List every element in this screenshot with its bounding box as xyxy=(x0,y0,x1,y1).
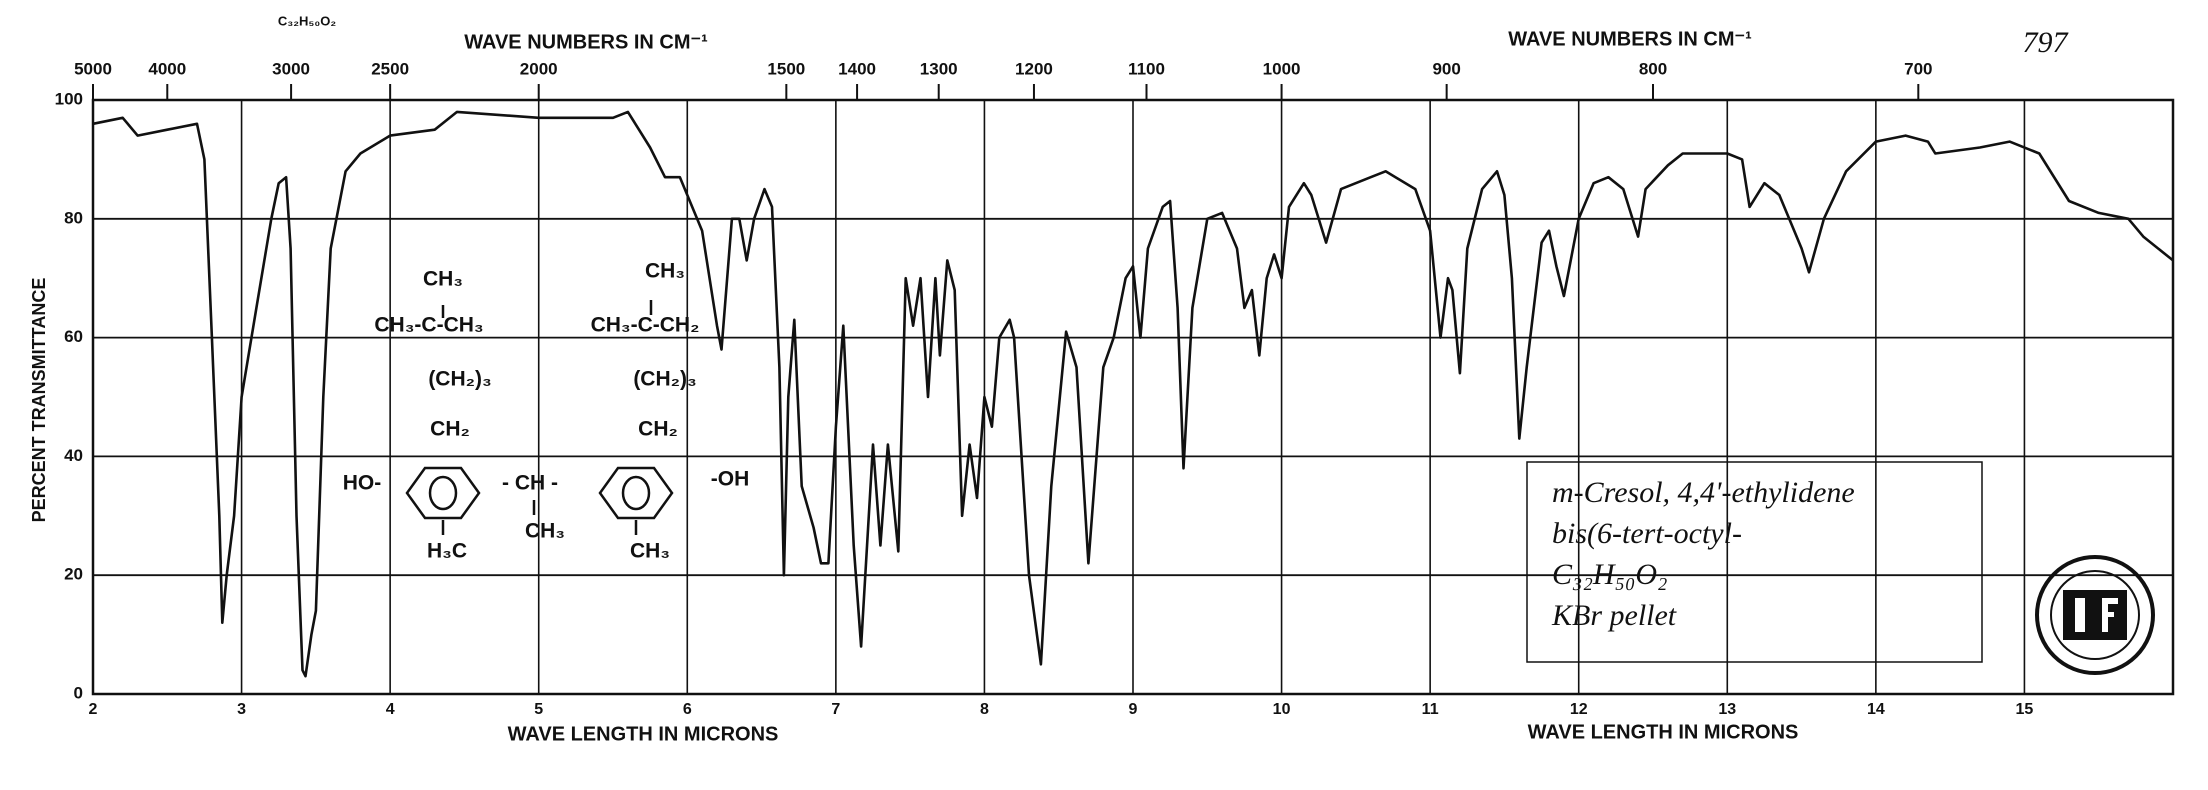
structure-label: CH₃ xyxy=(645,260,685,283)
x-tick-label: 6 xyxy=(683,701,692,718)
y-tick-label: 100 xyxy=(55,89,83,108)
x-tick-label: 9 xyxy=(1129,701,1138,718)
x-tick-label: 8 xyxy=(980,701,989,718)
structure-label: CH₃-C-CH₂ xyxy=(591,314,700,337)
x2-tick-label: 900 xyxy=(1432,59,1460,78)
x2-tick-label: 4000 xyxy=(148,59,186,78)
structure-label: H₃C xyxy=(427,540,467,563)
x2-tick-label: 1000 xyxy=(1263,59,1301,78)
x-tick-label: 15 xyxy=(2016,701,2034,718)
x2-tick-label: 1300 xyxy=(920,59,958,78)
x-tick-label: 13 xyxy=(1718,701,1736,718)
x-axis-title: WAVE LENGTH IN MICRONS xyxy=(1528,721,1799,743)
x-tick-label: 7 xyxy=(831,701,840,718)
annotation-line: KBr pellet xyxy=(1551,599,1677,632)
spectrum-line xyxy=(92,110,2174,678)
x2-tick-label: 5000 xyxy=(74,59,112,78)
logo xyxy=(2035,555,2155,675)
y-tick-label: 60 xyxy=(64,327,83,346)
x-tick-label: 2 xyxy=(89,701,98,718)
x2-tick-label: 1500 xyxy=(767,59,805,78)
y-tick-label: 20 xyxy=(64,565,83,584)
structure-label: CH₃ xyxy=(630,540,670,563)
x2-tick-label: 1400 xyxy=(838,59,876,78)
spectrum-number: 797 xyxy=(2023,26,2070,59)
y-tick-label: 0 xyxy=(74,683,83,702)
structure-label: HO- xyxy=(343,472,382,495)
structure-label: CH₃ xyxy=(423,268,463,291)
x-tick-label: 3 xyxy=(237,701,246,718)
annotation-box xyxy=(1526,461,1983,663)
structure-label: (CH₂)₃ xyxy=(428,368,491,391)
x2-tick-label: 1100 xyxy=(1128,59,1165,78)
y-axis-title: PERCENT TRANSMITTANCE xyxy=(29,278,49,523)
x-tick-label: 4 xyxy=(386,701,395,718)
annotation-line: C₃₂H₅₀O₂ xyxy=(1552,558,1668,591)
y-tick-label: 40 xyxy=(64,446,83,465)
x2-tick-label: 700 xyxy=(1904,59,1932,78)
structure-label: CH₂ xyxy=(638,418,678,441)
x-axis-title: WAVE LENGTH IN MICRONS xyxy=(508,723,779,745)
x2-tick-label: 3000 xyxy=(272,59,310,78)
x2-tick-label: 2500 xyxy=(371,59,409,78)
x2-tick-label: 2000 xyxy=(520,59,558,78)
annotation-line: bis(6-tert-octyl- xyxy=(1552,517,1742,550)
x2-tick-label: 1200 xyxy=(1015,59,1053,78)
x2-axis-title: WAVE NUMBERS IN CM⁻¹ xyxy=(1508,28,1752,50)
x-tick-label: 11 xyxy=(1422,701,1439,718)
x-tick-label: 5 xyxy=(534,701,543,718)
formula: C₃₂H₅₀O₂ xyxy=(278,13,336,28)
annotation-line: m-Cresol, 4,4'-ethylidene xyxy=(1552,476,1855,509)
x2-axis-title: WAVE NUMBERS IN CM⁻¹ xyxy=(464,31,708,53)
structure-label: CH₃-C-CH₃ xyxy=(374,314,483,337)
x-tick-label: 10 xyxy=(1273,701,1291,718)
structure-label: - CH - xyxy=(502,472,558,495)
y-tick-label: 80 xyxy=(64,208,83,227)
x-tick-label: 14 xyxy=(1867,701,1885,718)
structure-label: (CH₂)₃ xyxy=(633,368,696,391)
structure-label: CH₂ xyxy=(430,418,470,441)
structure-label: CH₃ xyxy=(525,520,565,543)
structure-label: -OH xyxy=(711,468,750,491)
structure-rings xyxy=(405,300,674,535)
x-tick-label: 12 xyxy=(1570,701,1588,718)
x2-tick-label: 800 xyxy=(1639,59,1667,78)
